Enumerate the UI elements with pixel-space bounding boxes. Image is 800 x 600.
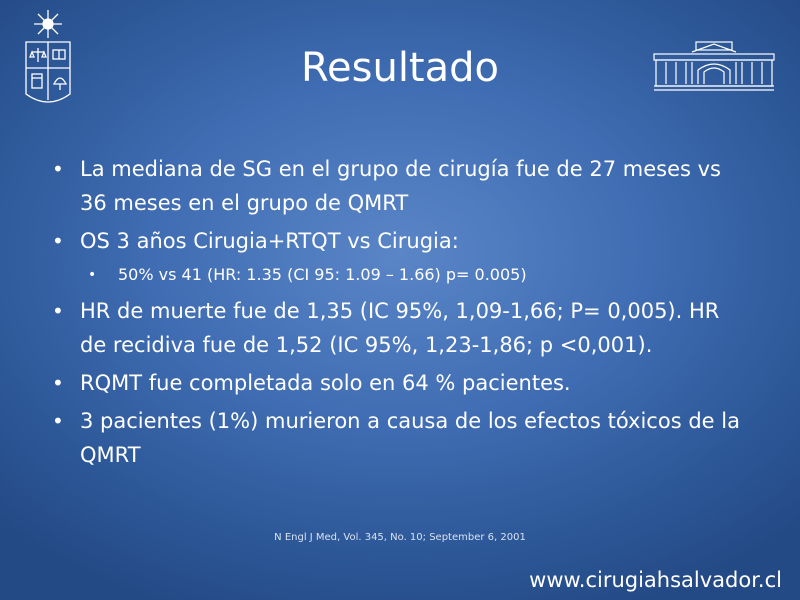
- bullet-dot-icon: •: [52, 409, 64, 433]
- sub-bullet-item: • 50% vs 41 (HR: 1.35 (CI 95: 1.09 – 1.6…: [48, 262, 748, 288]
- bullet-dot-icon: •: [52, 229, 64, 253]
- bullet-item: • HR de muerte fue de 1,35 (IC 95%, 1,09…: [48, 294, 748, 362]
- website-link[interactable]: www.cirugiahsalvador.cl: [529, 568, 782, 592]
- bullet-text: HR de muerte fue de 1,35 (IC 95%, 1,09-1…: [80, 299, 720, 357]
- bullet-list: • La mediana de SG en el grupo de cirugí…: [48, 152, 748, 472]
- sub-bullet-text: 50% vs 41 (HR: 1.35 (CI 95: 1.09 – 1.66)…: [118, 265, 527, 284]
- bullet-text: RQMT fue completada solo en 64 % pacient…: [80, 371, 571, 395]
- bullet-item: • 3 pacientes (1%) murieron a causa de l…: [48, 404, 748, 472]
- bullet-item: • RQMT fue completada solo en 64 % pacie…: [48, 366, 748, 400]
- bullet-item: • OS 3 años Cirugia+RTQT vs Cirugia:: [48, 224, 748, 258]
- bullet-dot-icon: •: [52, 157, 64, 181]
- bullet-dot-icon: •: [88, 267, 97, 283]
- bullet-dot-icon: •: [52, 371, 64, 395]
- hospital-building-logo: [653, 41, 775, 91]
- bullet-text: 3 pacientes (1%) murieron a causa de los…: [80, 409, 740, 467]
- university-crest-logo: [25, 10, 71, 103]
- bullet-text: La mediana de SG en el grupo de cirugía …: [80, 157, 721, 215]
- bullet-dot-icon: •: [52, 299, 64, 323]
- bullet-text: OS 3 años Cirugia+RTQT vs Cirugia:: [80, 229, 459, 253]
- bullet-item: • La mediana de SG en el grupo de cirugí…: [48, 152, 748, 220]
- slide-title: Resultado: [301, 45, 499, 91]
- citation-text: N Engl J Med, Vol. 345, No. 10; Septembe…: [274, 532, 526, 543]
